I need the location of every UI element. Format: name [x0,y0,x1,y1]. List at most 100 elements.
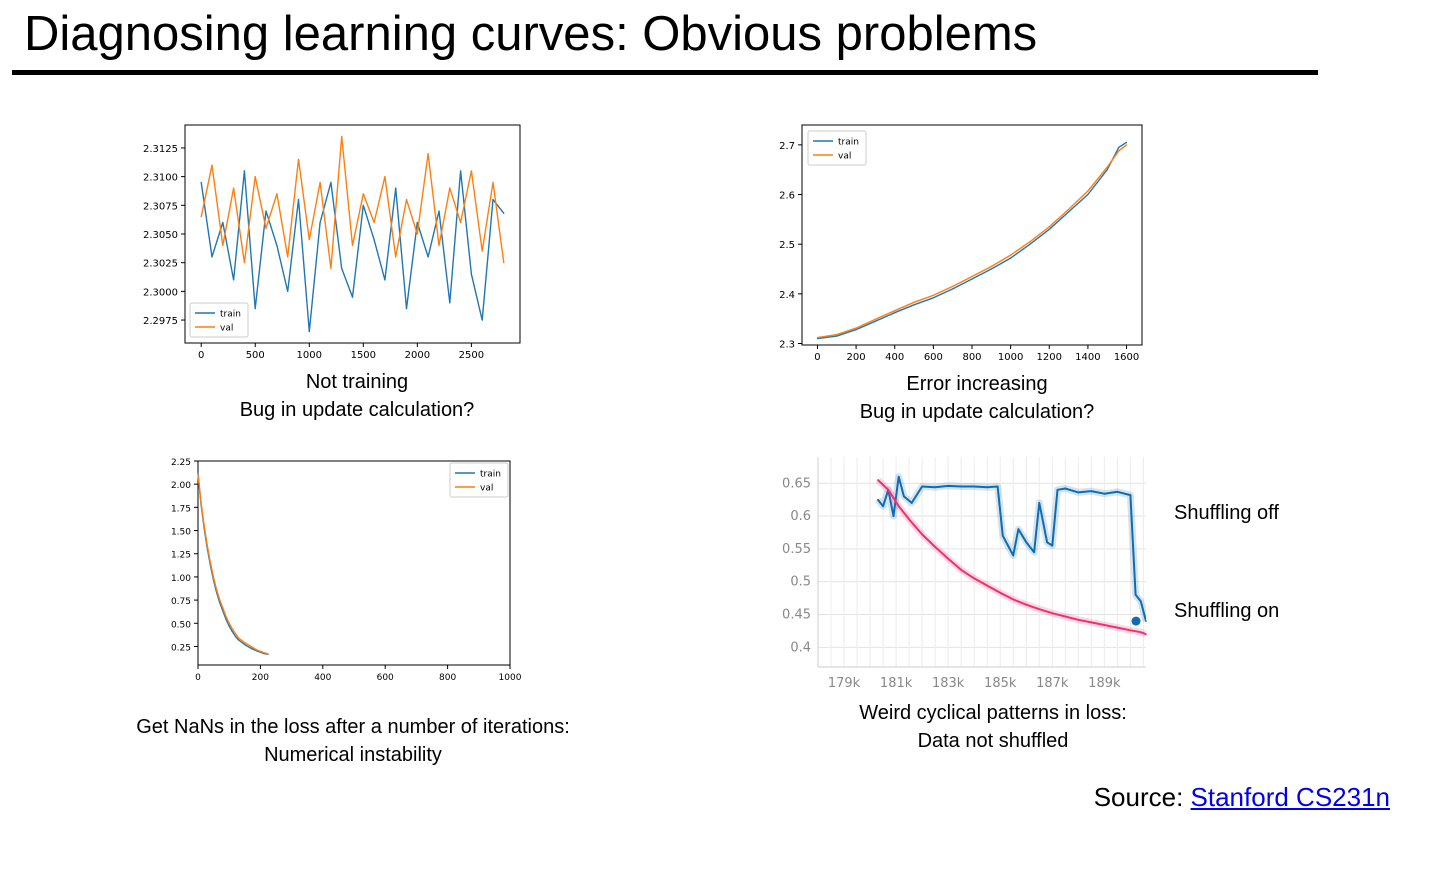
data-point-shuffling_on [986,584,989,587]
data-point-train [237,639,240,641]
y-tick-label: 2.7 [779,141,795,152]
data-point-val [913,301,915,303]
x-tick-label: 1200 [1037,352,1062,363]
data-point-shuffling_off [1007,544,1009,547]
data-point-val [276,193,278,195]
caption-line: Get NaNs in the loss after a number of i… [136,716,570,738]
data-point-shuffling_on [1012,598,1015,601]
data-point-shuffling_off [1134,594,1137,596]
data-point-val [330,267,332,270]
chart-nans-in-loss: 0.25 0.50 0.75 1.00 1.25 1.50 1.75 2.00 2.25 0 200… [171,458,522,683]
data-point-train [308,330,310,333]
data-point-val [211,164,213,166]
data-point-train [211,256,213,258]
data-point-train [836,335,838,337]
caption-nans: Get NaNs in the loss after a number of i… [53,713,653,769]
data-point-val [384,176,386,178]
data-point-train [351,296,354,298]
data-point-train [222,221,224,224]
y-tick-label: 2.4 [779,290,795,301]
data-point-val [250,645,252,648]
data-point-train [894,312,896,314]
x-tick-label: 0 [814,352,820,363]
y-tick-label: 0.50 [171,620,191,630]
legend: train val [807,130,867,166]
data-point-train [197,472,199,474]
data-point-val [427,153,429,155]
shuffling-on-label: Shuffling on [1174,600,1280,622]
x-tick-label: 181k [880,676,913,691]
data-point-train [459,170,462,172]
data-point-shuffling_on [897,505,900,508]
x-tick-label: 185k [984,676,1017,691]
data-point-shuffling_on [887,489,890,491]
caption-line: Data not shuffled [917,730,1069,752]
x-tick-label: 179k [828,676,861,691]
data-point-shuffling_off [910,502,913,504]
data-point-val [341,135,343,138]
data-point-shuffling_off [877,498,879,501]
data-point-shuffling_on [1090,621,1093,624]
x-tick-label: 200 [252,673,269,683]
series-line-val [817,144,1127,339]
y-tick-label: 0.6 [790,509,811,524]
data-point-val [1118,150,1120,152]
data-point-train [971,278,973,280]
data-point-train [952,288,954,290]
data-point-train [228,625,230,627]
data-point-shuffling_on [921,533,923,536]
data-point-val [952,285,954,287]
data-point-train [1087,193,1089,196]
data-point-shuffling_off [1077,491,1080,494]
caption-line: Not training [305,371,409,393]
data-point-shuffling_off [1116,490,1119,493]
data-point-shuffling_off [1012,554,1015,557]
legend-label-train: train [480,470,501,480]
data-point-train [503,212,505,214]
legend-label-val: val [838,152,851,162]
source-prefix: Source: [1093,782,1191,812]
data-point-train [427,256,429,258]
data-point-val [836,333,838,336]
data-point-shuffling_off [1046,541,1048,544]
data-point-train [233,279,235,281]
data-point-val [459,221,462,224]
data-point-shuffling_off [934,486,936,488]
data-point-val [990,265,992,268]
data-point-shuffling_off [882,505,884,508]
x-tick-label: 400 [885,352,904,363]
data-point-train [932,297,934,299]
data-point-val [213,577,215,579]
data-point-val [816,336,819,339]
data-point-shuffling_off [892,515,895,517]
data-point-shuffling_on [1116,626,1119,629]
data-point-val [1029,241,1031,243]
data-point-train [287,290,289,292]
data-point-train [449,302,451,304]
data-point-train [405,307,408,310]
data-point-train [297,198,300,201]
data-point-val [225,616,227,618]
x-tick-label: 1500 [351,350,376,361]
data-point-val [932,294,934,296]
y-tick-label: 2.2975 [143,316,178,327]
data-point-train [1010,257,1012,259]
data-point-train [1118,146,1120,148]
x-tick-label: 183k [932,676,965,691]
x-tick-label: 500 [246,350,265,361]
caption-line: Bug in update calculation? [859,401,1095,423]
data-point-shuffling_off [1090,490,1093,492]
legend-box [807,130,867,166]
x-tick-label: 800 [962,352,981,363]
caption-line: Weird cyclical patterns in loss: [859,702,1127,724]
x-tick-label: 1000 [297,350,322,361]
data-point-val [254,176,256,178]
series-line-train [817,141,1127,340]
data-point-val [1125,144,1128,146]
data-point-shuffling_off [1038,502,1041,504]
data-point-val [233,187,235,189]
data-point-val [234,632,237,635]
source-link[interactable]: Stanford CS231n [1190,782,1390,812]
data-point-train [231,631,233,633]
y-tick-label: 2.00 [171,481,191,491]
